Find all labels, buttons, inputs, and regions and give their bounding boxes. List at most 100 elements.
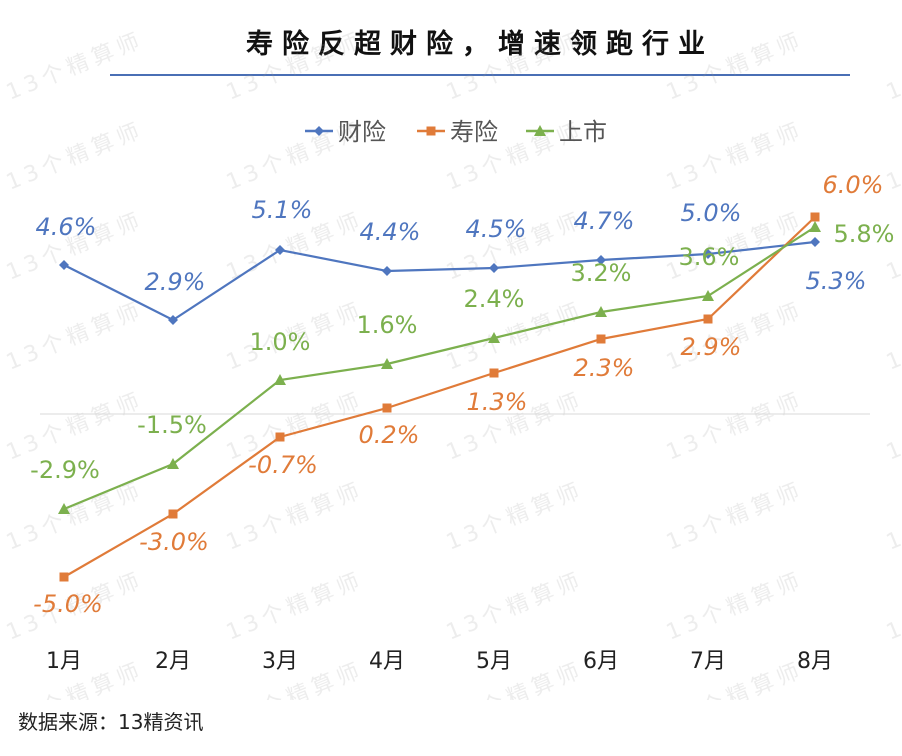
legend-item: 寿险 [417,118,498,146]
watermark-text: 13个精算师 [883,568,902,646]
watermark-text: 13个精算师 [663,568,808,646]
watermark-text: 13个精算师 [883,478,902,556]
x-tick-label: 2月 [155,649,191,674]
title-underline [110,74,850,76]
series-layer [58,212,821,582]
watermark-text: 13个精算师 [3,298,148,376]
watermark-text: 13个精算师 [3,388,148,466]
data-label: 2.9% [145,268,206,296]
watermark-text: 13个精算师 [3,118,148,196]
data-label: 3.2% [571,259,632,287]
watermark-text: 13个精算师 [883,28,902,106]
data-point [810,237,820,247]
data-point [703,314,713,324]
series-line [63,240,816,322]
legend-label: 上市 [559,118,607,146]
watermark-text: 13个精算师 [883,658,902,700]
watermark-text: 13个精算师 [883,118,902,196]
data-point [595,306,607,317]
x-tick-label: 3月 [262,649,298,674]
watermark-text: 13个精算师 [223,478,368,556]
data-label: 1.0% [250,328,311,356]
x-tick-label: 6月 [583,649,619,674]
x-tick-label: 7月 [690,649,726,674]
data-point [382,403,392,413]
watermark-text: 13个精算师 [663,388,808,466]
watermark-text: 13个精算师 [663,118,808,196]
x-tick-label: 1月 [46,649,82,674]
legend-marker [314,126,324,136]
legend-item: 财险 [305,118,386,146]
data-label: 1.3% [467,388,528,416]
watermark-text: 13个精算师 [443,568,588,646]
data-point [489,368,499,378]
series-寿险 [59,212,820,582]
data-label: 1.6% [357,311,418,339]
data-label: 3.6% [679,243,740,271]
data-point [59,572,69,582]
series-上市 [58,221,821,514]
data-label: 5.8% [834,220,895,248]
watermark-text: 13个精算师 [223,28,368,106]
data-label: 2.9% [681,333,742,361]
watermark-text: 13个精算师 [663,28,808,106]
data-label: -3.0% [139,528,209,556]
watermark-text: 13个精算师 [663,658,808,700]
data-point [596,255,606,265]
legend-marker [426,126,436,136]
data-point [489,263,499,273]
legend-label: 财险 [338,118,386,146]
legend-label: 寿险 [450,118,498,146]
data-point [275,432,285,442]
watermark-text: 13个精算师 [443,658,588,700]
data-label: 5.1% [252,196,313,224]
data-label: -5.0% [33,590,103,618]
data-label: 5.3% [806,267,867,295]
data-point [59,260,69,270]
data-label: -1.5% [137,411,207,439]
data-point [275,245,285,255]
data-label: 5.0% [681,199,742,227]
legend-item: 上市 [526,118,607,146]
data-label: 4.5% [466,215,527,243]
data-label: 4.4% [360,218,421,246]
data-label: 2.3% [574,354,635,382]
data-source-note: 数据来源：13精资讯 [18,710,204,734]
data-point [382,266,392,276]
data-label: 0.2% [359,421,420,449]
watermark-text: 13个精算师 [443,28,588,106]
data-point [168,315,178,325]
data-label: 2.4% [464,285,525,313]
watermark-text: 13个精算师 [3,28,148,106]
data-point [809,221,821,232]
data-point [703,249,713,259]
watermark-text: 13个精算师 [663,478,808,556]
data-label: 4.6% [36,213,97,241]
series-line [63,226,816,511]
x-axis-ticks: 1月 2月 3月 4月 5月 6月 7月 8月 [46,649,833,674]
data-label: -2.9% [30,456,100,484]
line-chart: 13个精算师 13个精算师 13个精算师 13个精算师 13个精算师 13个精算师 13个精… [3,28,902,700]
data-label: 4.7% [574,207,635,235]
data-point [167,458,179,469]
x-tick-label: 5月 [476,649,512,674]
watermark-text: 13个精算师 [883,298,902,376]
x-tick-label: 8月 [797,649,833,674]
watermark-text: 13个精算师 [223,568,368,646]
x-tick-label: 4月 [369,649,405,674]
data-point [58,503,70,514]
data-point [381,358,393,369]
legend: 财险 寿险 上市 [305,118,607,146]
data-point [168,509,178,519]
legend-marker [534,125,546,136]
chart-title: 寿险反超财险，增速领跑行业 [246,29,714,60]
watermark-text: 13个精算师 [883,388,902,466]
watermark-text: 13个精算师 [3,478,148,556]
watermark-text: 13个精算师 [443,478,588,556]
series-line [63,216,816,578]
data-point [702,290,714,301]
data-label: -0.7% [248,451,318,479]
data-point [274,374,286,385]
data-point [488,332,500,343]
series-财险 [59,237,820,325]
